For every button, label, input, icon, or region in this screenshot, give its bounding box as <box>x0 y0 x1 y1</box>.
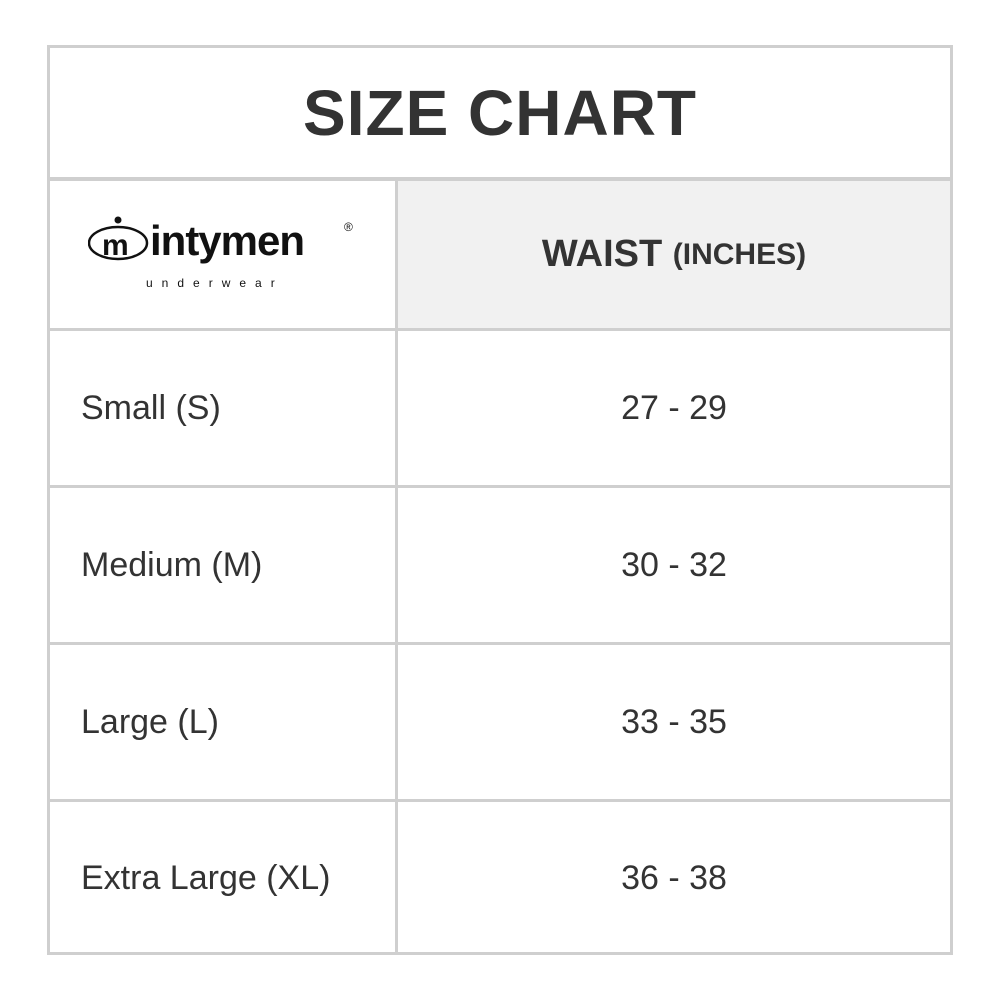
size-chart-table: SIZE CHART m intymen ® underwear WAIST (… <box>47 45 953 955</box>
size-cell: Medium (M) <box>50 488 398 642</box>
waist-unit: (INCHES) <box>672 237 807 271</box>
waist-cell: 30 - 32 <box>621 545 727 584</box>
svg-text:intymen: intymen <box>150 217 304 264</box>
table-row: Extra Large (XL) 36 - 38 <box>50 802 950 955</box>
size-cell: Small (S) <box>50 331 398 485</box>
svg-text:underwear: underwear <box>146 276 284 290</box>
waist-cell: 33 - 35 <box>621 702 727 741</box>
svg-text:®: ® <box>344 220 353 234</box>
table-row: Medium (M) 30 - 32 <box>50 488 950 645</box>
waist-column-header: WAIST (INCHES) <box>398 181 950 328</box>
svg-text:m: m <box>102 229 129 262</box>
table-row: Large (L) 33 - 35 <box>50 645 950 802</box>
brand-logo-cell: m intymen ® underwear <box>50 181 398 328</box>
header-row: m intymen ® underwear WAIST (INCHES) <box>50 181 950 331</box>
size-cell: Large (L) <box>50 645 398 799</box>
waist-cell: 27 - 29 <box>621 388 727 427</box>
waist-label: WAIST <box>541 233 663 275</box>
size-cell: Extra Large (XL) <box>50 802 398 955</box>
page-title: SIZE CHART <box>50 48 950 181</box>
waist-cell: 36 - 38 <box>621 859 727 897</box>
brand-logo: m intymen ® underwear <box>87 216 353 290</box>
table-row: Small (S) 27 - 29 <box>50 331 950 488</box>
